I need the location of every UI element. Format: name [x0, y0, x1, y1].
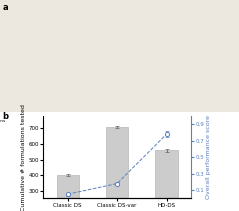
- Legend: # formulations: # formulations: [0, 118, 5, 123]
- Y-axis label: Overall performance score: Overall performance score: [206, 115, 211, 199]
- Y-axis label: Cumulative # formulations tested: Cumulative # formulations tested: [21, 104, 26, 211]
- Text: b: b: [2, 112, 8, 121]
- Bar: [106, 127, 128, 211]
- Bar: [57, 175, 79, 211]
- Text: a: a: [2, 3, 8, 12]
- Bar: [155, 150, 178, 211]
